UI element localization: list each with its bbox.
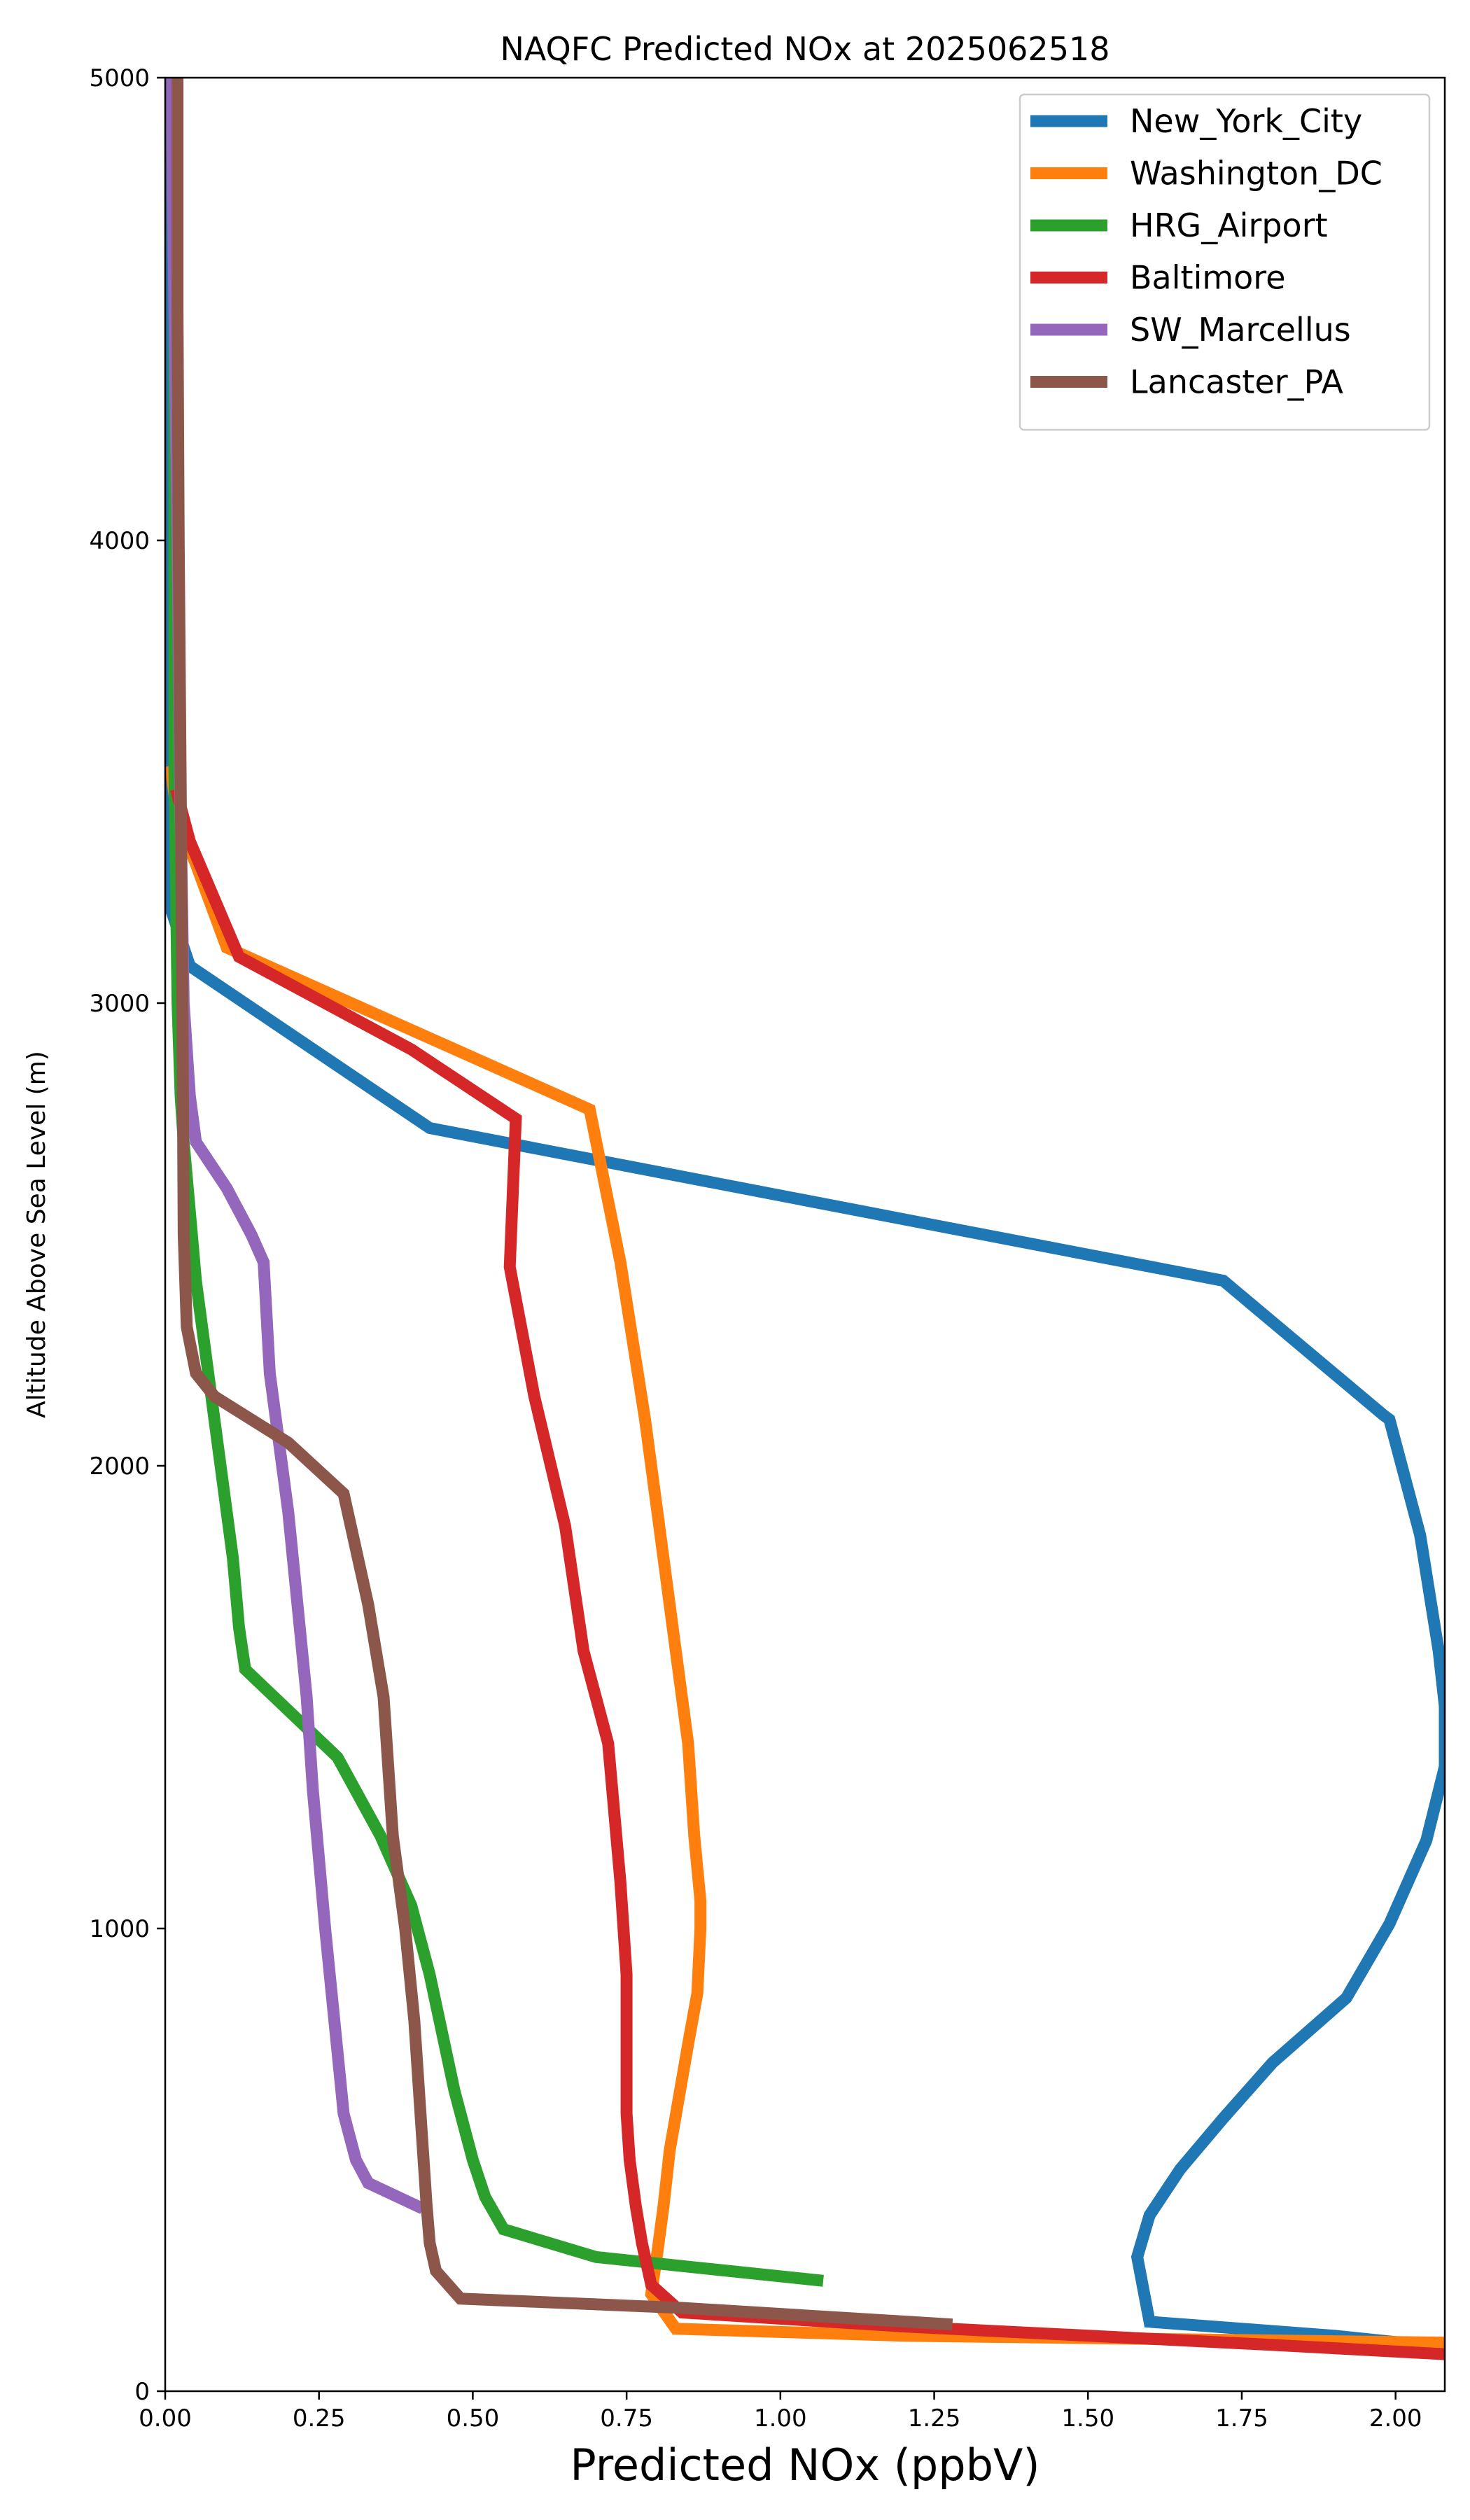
x-tick-label: 1.75 <box>1215 2404 1268 2432</box>
x-tick-label: 2.00 <box>1369 2404 1422 2432</box>
legend-label-new-york-city: New_York_City <box>1130 102 1362 140</box>
x-tick-label: 0.00 <box>139 2404 192 2432</box>
axes-frame <box>164 76 1446 2393</box>
legend-label-baltimore: Baltimore <box>1130 259 1286 297</box>
x-axis: 0.00 0.25 0.50 0.75 1.00 1.25 1.50 1.75 2.00 <box>139 2391 1422 2432</box>
x-tick-label: 0.25 <box>293 2404 346 2432</box>
legend: New_York_City Washington_DC HRG_Airport Bal… <box>1018 93 1431 431</box>
y-tick-label: 4000 <box>89 527 150 555</box>
legend-label-washington-dc: Washington_DC <box>1130 155 1382 192</box>
x-tick-label: 1.00 <box>754 2404 807 2432</box>
legend-label-lancaster-pa: Lancaster_PA <box>1130 363 1343 401</box>
y-axis: 0 1000 2000 3000 4000 5000 <box>89 64 165 2406</box>
legend-box <box>1018 93 1431 431</box>
x-tick-label: 0.50 <box>447 2404 500 2432</box>
chart-title: NAQFC Predicted NOx at 2025062518 <box>500 30 1110 68</box>
series-line-baltimore <box>170 788 1445 2360</box>
y-tick-label: 5000 <box>89 64 150 92</box>
x-tick-label: 0.75 <box>600 2404 653 2432</box>
x-tick-label: 1.50 <box>1061 2404 1114 2432</box>
y-tick-label: 1000 <box>89 1915 150 1943</box>
legend-label-hrg-airport: HRG_Airport <box>1130 206 1328 244</box>
x-tick-label: 1.25 <box>908 2404 961 2432</box>
y-tick-label: 2000 <box>89 1452 150 1480</box>
legend-label-sw-marcellus: SW_Marcellus <box>1130 311 1351 349</box>
y-tick-label: 3000 <box>89 990 150 1018</box>
x-axis-label: Predicted NOx (ppbV) <box>570 2440 1040 2491</box>
series-line-lancaster-pa <box>172 78 953 2331</box>
y-tick-label: 0 <box>134 2378 150 2406</box>
series-line-new-york-city <box>165 78 1445 2353</box>
series-layer <box>165 78 1445 2360</box>
y-axis-label: Altitude Above Sea Level (m) <box>22 1051 51 1418</box>
